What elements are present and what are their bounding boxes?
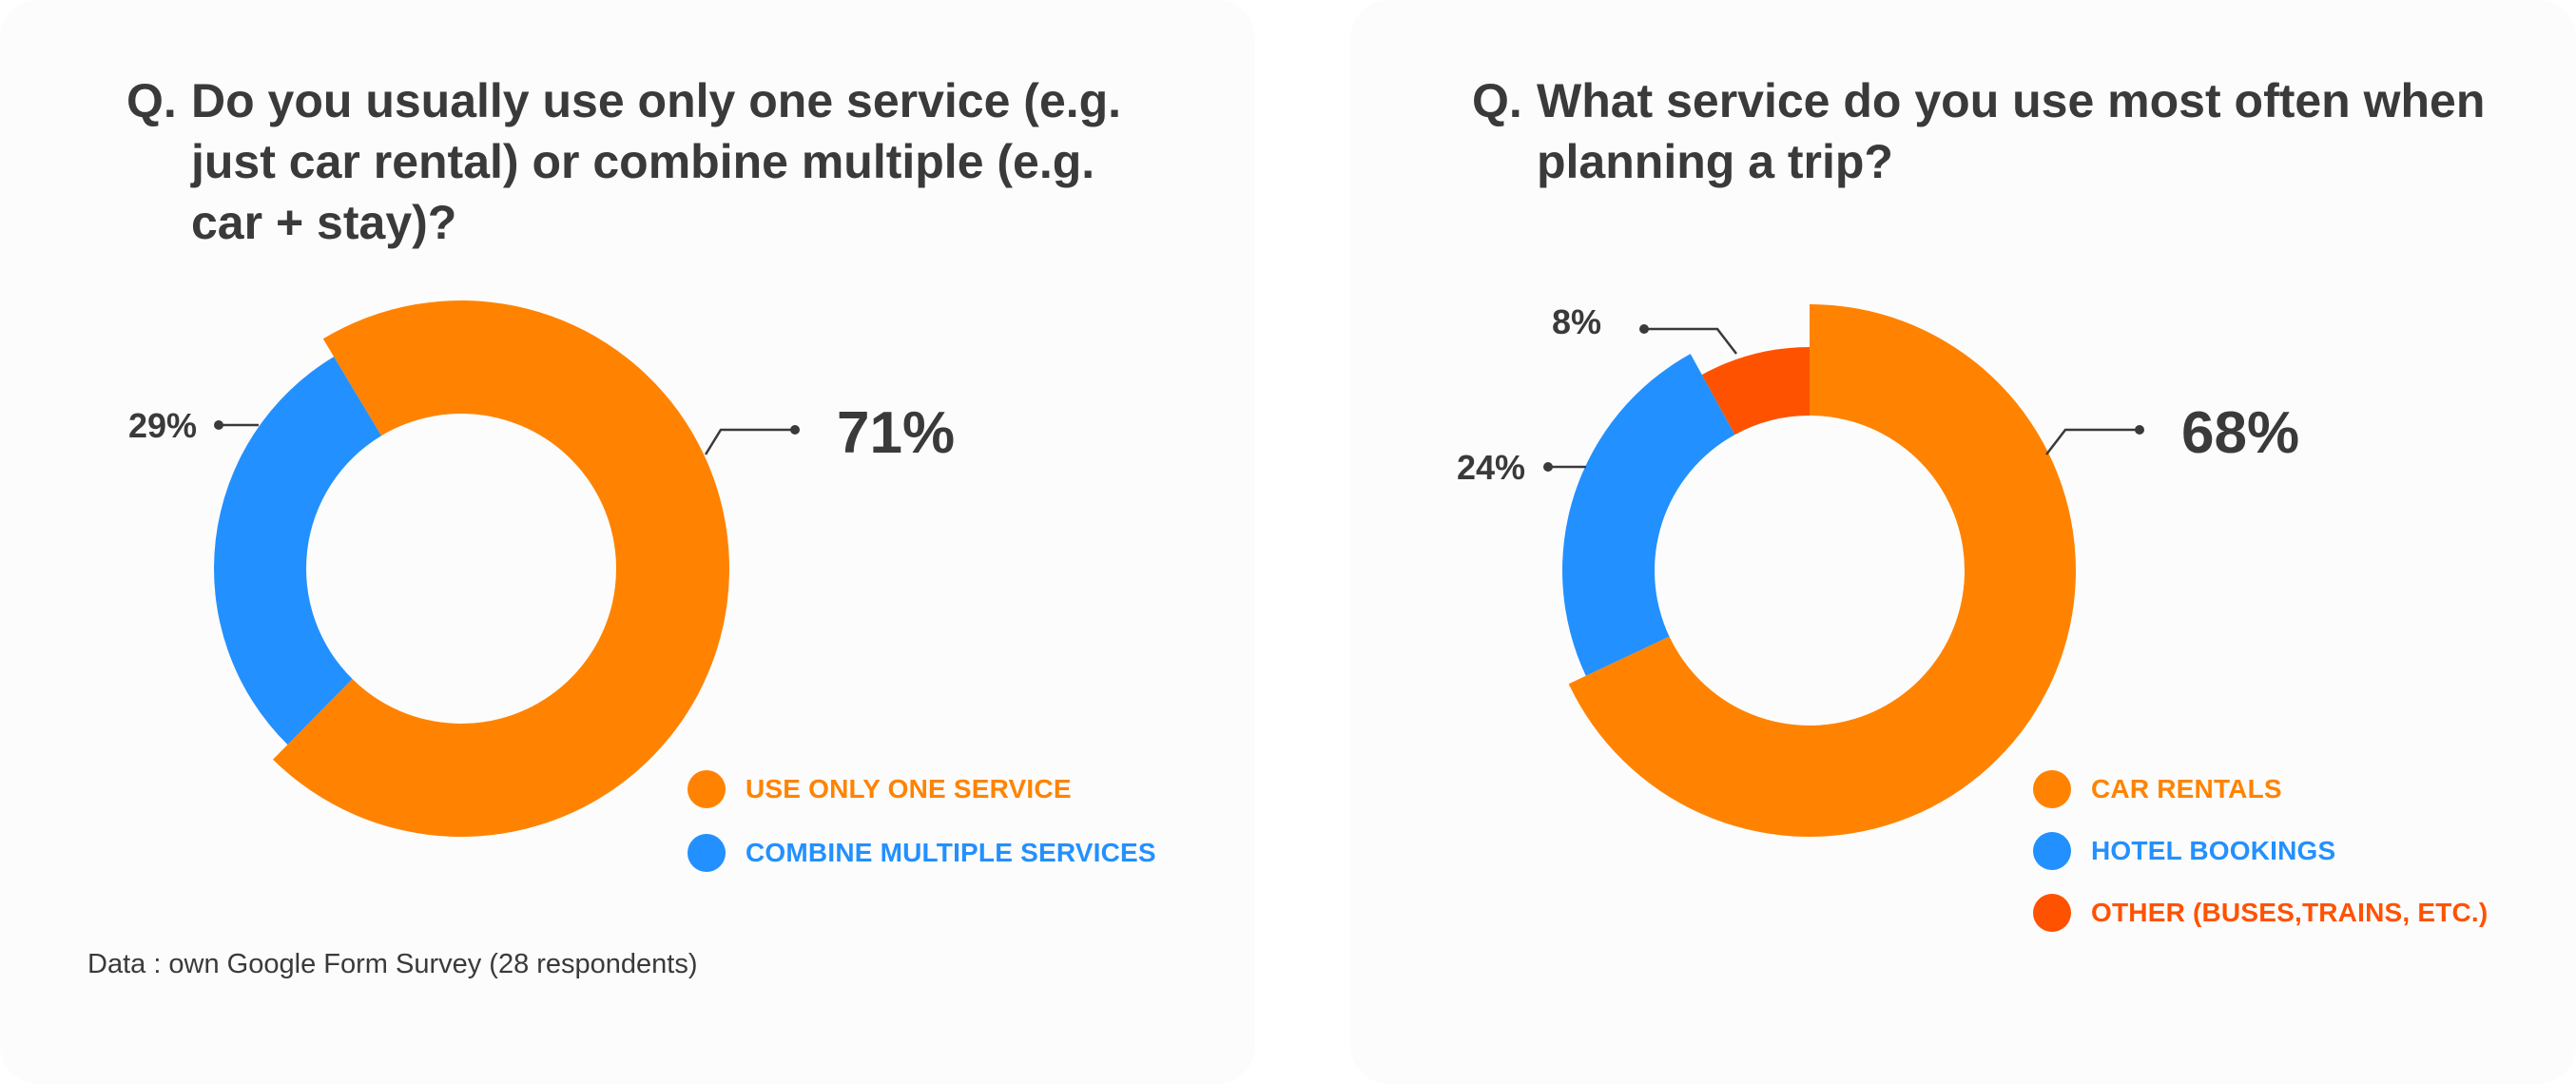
donut-chart-left: 71% 29% [128, 300, 955, 837]
callout-dot [1543, 462, 1553, 472]
slice-combine-multiple-services [214, 357, 382, 745]
legend-swatch [2033, 770, 2071, 808]
legend-label: HOTEL BOOKINGS [2091, 836, 2336, 865]
slice-use-only-one-service [272, 300, 729, 837]
data-label: 71% [837, 400, 955, 466]
legend-label: CAR RENTALS [2091, 774, 2282, 803]
legend-label: USE ONLY ONE SERVICE [746, 774, 1072, 803]
legend-swatch [2033, 894, 2071, 932]
data-label: 24% [1457, 448, 1525, 487]
legend-left: USE ONLY ONE SERVICE COMBINE MULTIPLE SE… [688, 770, 1156, 899]
callout-dot [790, 425, 800, 435]
legend-label: COMBINE MULTIPLE SERVICES [746, 838, 1156, 867]
legend-item: COMBINE MULTIPLE SERVICES [688, 834, 1156, 872]
callout-dot [2135, 425, 2144, 435]
question-1: Q. Do you usually use only one service (… [126, 70, 1142, 253]
slice-car-rentals [1568, 304, 2076, 837]
question-1-text: Do you usually use only one service (e.g… [191, 74, 1122, 249]
callout-line [704, 428, 795, 455]
legend-swatch [688, 770, 726, 808]
question-1-marker: Q. [126, 74, 177, 127]
callout-line [2045, 428, 2140, 455]
slice-callout: 8% [1552, 302, 1737, 355]
slice-callout: 24% [1457, 448, 1586, 487]
legend-swatch [688, 834, 726, 872]
legend-item: CAR RENTALS [2033, 770, 2488, 808]
legend-item: OTHER (BUSES,TRAINS, ETC.) [2033, 894, 2489, 932]
legend-item: USE ONLY ONE SERVICE [688, 770, 1156, 808]
question-2: Q. What service do you use most often wh… [1472, 70, 2488, 192]
source-note: Data : own Google Form Survey (28 respon… [87, 949, 698, 979]
data-label: 8% [1552, 302, 1601, 341]
callout-dot [1639, 324, 1649, 334]
question-2-text: What service do you use most often when … [1537, 74, 2486, 188]
legend-swatch [2033, 832, 2071, 870]
slice-callout: 71% [704, 400, 955, 466]
legend-right: CAR RENTALS HOTEL BOOKINGS OTHER (BUSES,… [2033, 770, 2489, 957]
question-2-marker: Q. [1472, 74, 1522, 127]
callout-line [1644, 327, 1737, 355]
legend-item: HOTEL BOOKINGS [2033, 832, 2488, 870]
slice-other-buses-trains-etc [1701, 347, 1810, 436]
slice-callout: 29% [128, 406, 259, 445]
slice-callout: 68% [2045, 400, 2299, 466]
slice-hotel-bookings [1562, 354, 1735, 676]
data-label: 29% [128, 406, 197, 445]
data-label: 68% [2181, 400, 2299, 466]
legend-label: OTHER (BUSES,TRAINS, ETC.) [2091, 898, 2489, 927]
callout-dot [214, 420, 223, 430]
